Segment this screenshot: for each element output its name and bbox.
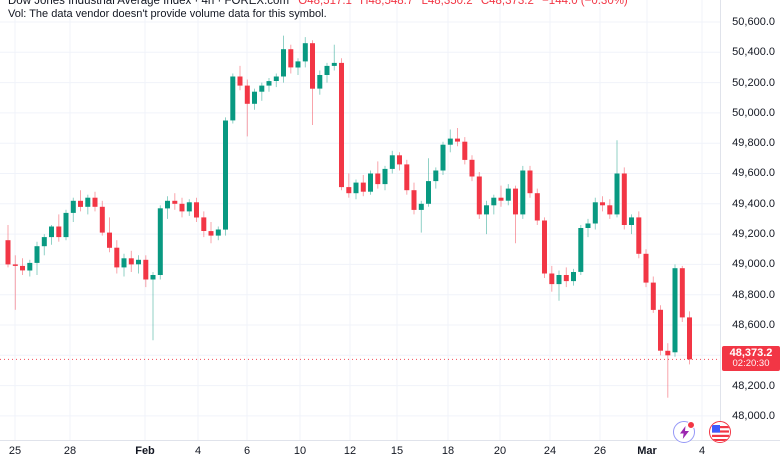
- price-axis-label: 49,600.0: [732, 167, 775, 179]
- time-tick-label: 10: [293, 445, 307, 457]
- price-axis-label: 48,000.0: [732, 410, 775, 422]
- time-tick-label: Feb: [135, 445, 155, 457]
- time-tick-label: 18: [441, 445, 455, 457]
- symbol-title: Dow Jones Industrial Average Index · 4h …: [8, 0, 290, 7]
- time-tick-label: 25: [8, 445, 22, 457]
- time-tick-label: Mar: [637, 445, 657, 457]
- time-tick-label: 4: [194, 445, 202, 457]
- price-axis-label: 50,200.0: [732, 77, 775, 89]
- symbol-legend[interactable]: Dow Jones Industrial Average Index · 4h …: [8, 0, 628, 7]
- time-tick-label: 6: [243, 445, 251, 457]
- ohlc-change: −144.0 (−0.30%): [542, 0, 628, 7]
- notification-dot: [687, 421, 695, 429]
- price-axis-label: 48,800.0: [732, 289, 775, 301]
- price-axis-label: 48,600.0: [732, 319, 775, 331]
- us-flag-icon[interactable]: [709, 421, 731, 443]
- candlestick-chart[interactable]: [0, 0, 720, 440]
- ohlc-open: O48,517.1: [298, 0, 352, 7]
- time-tick-label: 26: [593, 445, 607, 457]
- price-axis-label: 48,200.0: [732, 380, 775, 392]
- time-tick-label: 12: [343, 445, 357, 457]
- price-axis-label: 49,000.0: [732, 258, 775, 270]
- ohlc-high: H48,548.7: [360, 0, 414, 7]
- us-flag-glyph: [711, 423, 729, 441]
- current-price-tag: 48,373.2 02:20:30: [722, 346, 780, 371]
- time-tick-label: 24: [543, 445, 557, 457]
- time-tick-label: 20: [493, 445, 507, 457]
- time-tick-label: 4: [698, 445, 706, 457]
- price-axis-label: 49,800.0: [732, 137, 775, 149]
- current-price-value: 48,373.2: [729, 347, 773, 359]
- chart-pane[interactable]: Dow Jones Industrial Average Index · 4h …: [0, 0, 720, 440]
- price-axis-label: 49,200.0: [732, 228, 775, 240]
- price-axis-label: 50,000.0: [732, 107, 775, 119]
- time-tick-label: 15: [390, 445, 404, 457]
- ohlc-low: L48,350.2: [421, 0, 473, 7]
- time-tick-label: 28: [63, 445, 77, 457]
- time-axis[interactable]: 25 28 Feb 4 6 10 12 15 18 20 24 26 Mar 4: [0, 440, 780, 470]
- volume-legend: Vol: The data vendor doesn't provide vol…: [8, 8, 327, 20]
- price-axis-label: 50,600.0: [732, 16, 775, 28]
- ohlc-close: C48,373.2: [480, 0, 534, 7]
- lightning-bolt-icon: [679, 425, 689, 439]
- price-axis-label: 49,400.0: [732, 198, 775, 210]
- flash-news-icon[interactable]: [673, 421, 695, 443]
- price-axis[interactable]: 48,373.2 02:20:30 50,600.0 50,400.0 50,200…: [720, 0, 780, 440]
- price-axis-label: 50,400.0: [732, 46, 775, 58]
- bar-countdown: 02:20:30: [732, 358, 770, 369]
